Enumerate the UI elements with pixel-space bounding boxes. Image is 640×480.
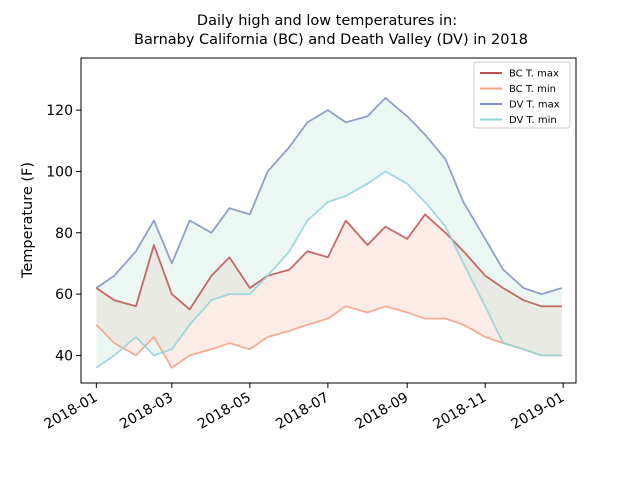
series-line-3 — [95, 170, 562, 369]
series-line-1 — [95, 305, 562, 369]
y-axis-label: Temperature (F) — [20, 162, 36, 279]
x-tick-label-0: 2018-01 — [42, 390, 101, 433]
series-line-2 — [95, 97, 563, 295]
legend-box — [473, 61, 571, 129]
x-tick-label-2: 2018-05 — [195, 390, 254, 433]
legend: BC T. max BC T. min DV T. max DV T. min — [473, 61, 571, 129]
y-tick-label-2: 80 — [55, 226, 73, 242]
fill-areas — [96, 97, 562, 368]
y-tick-label-0: 40 — [55, 348, 73, 364]
x-tick-label-4: 2018-09 — [353, 390, 412, 433]
series-lines — [95, 97, 563, 369]
y-tick-label-3: 100 — [46, 164, 73, 180]
fill-area-0 — [96, 214, 562, 368]
legend-label-1: BC T. min — [509, 84, 556, 95]
x-tick-label-3: 2018-07 — [273, 390, 332, 433]
y-axis: 40 60 80 100 120 — [46, 103, 81, 364]
x-tick-label-6: 2019-01 — [509, 390, 568, 433]
legend-label-3: DV T. min — [509, 115, 557, 126]
legend-label-2: DV T. max — [509, 100, 560, 111]
chart-title-line-1: Daily high and low temperatures in: — [197, 13, 457, 29]
chart-title-line-2: Barnaby California (BC) and Death Valley… — [134, 32, 528, 48]
x-tick-label-5: 2018-11 — [431, 390, 490, 433]
x-tick-label-1: 2018-03 — [117, 390, 176, 433]
y-tick-label-4: 120 — [46, 103, 73, 119]
fill-area-1 — [96, 97, 562, 368]
legend-label-0: BC T. max — [509, 69, 559, 80]
series-line-0 — [95, 213, 562, 311]
y-tick-label-1: 60 — [55, 287, 73, 303]
x-axis: 2018-01 2018-03 2018-05 2018-07 2018-09 2018-… — [42, 383, 568, 433]
plot-frame — [80, 57, 577, 384]
